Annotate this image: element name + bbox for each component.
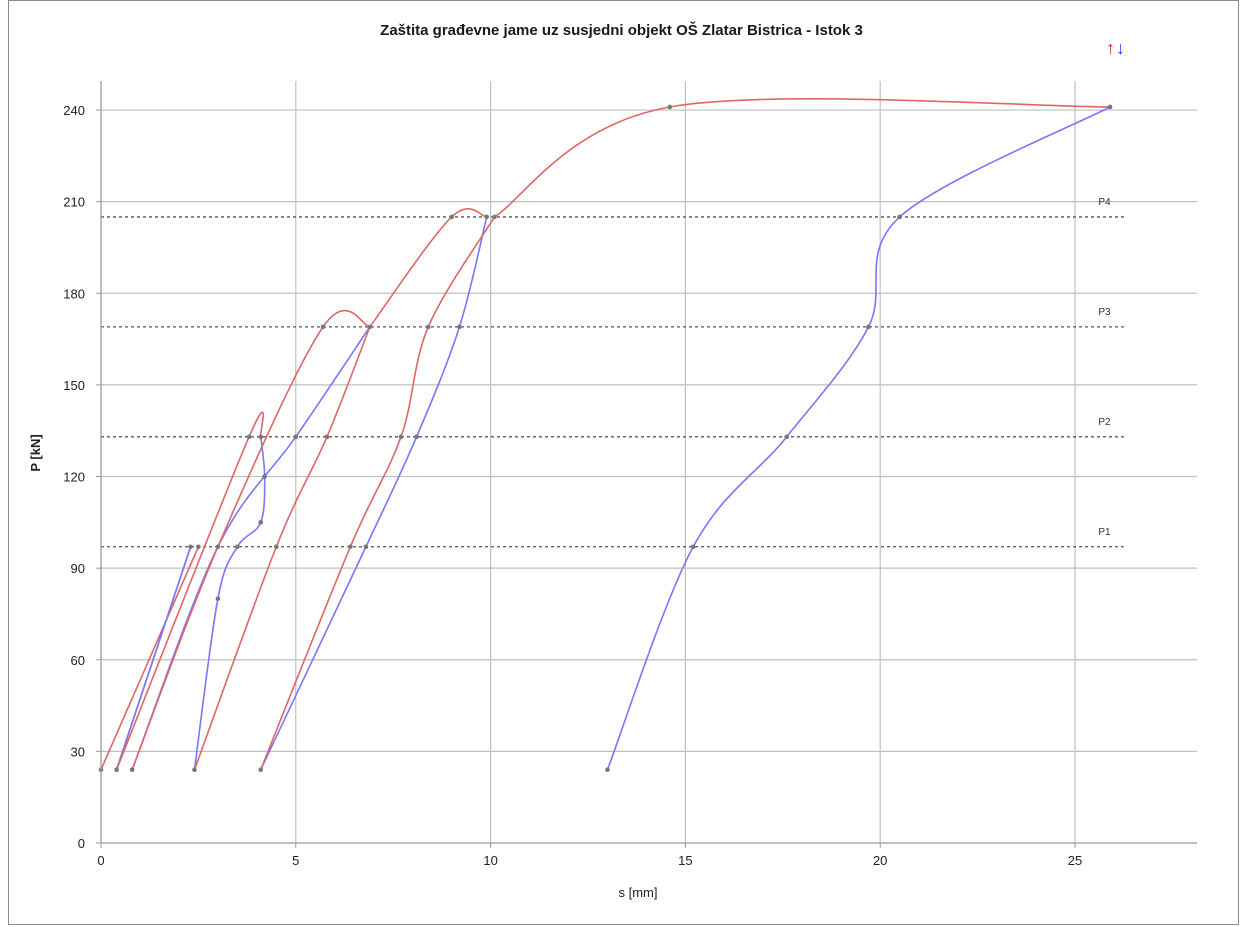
data-point	[129, 767, 135, 773]
series-unloading-9	[260, 216, 488, 771]
data-point	[425, 324, 431, 330]
data-point	[262, 474, 267, 479]
data-point	[667, 104, 673, 110]
legend-up-arrow: ↑	[1106, 38, 1116, 58]
y-tick-label: 0	[78, 836, 85, 851]
data-point	[235, 544, 240, 550]
data-point	[457, 324, 462, 330]
series-loading-6	[131, 309, 371, 770]
data-point	[258, 520, 264, 525]
data-point	[114, 767, 119, 773]
reference-label-p4: P4	[1098, 197, 1111, 208]
data-point	[215, 544, 221, 550]
chart-title: Zaštita građevne jame uz susjedni objekt…	[380, 22, 863, 39]
data-point	[367, 324, 373, 330]
data-point	[293, 434, 299, 440]
data-point	[348, 544, 353, 550]
data-point	[492, 214, 497, 220]
y-tick-label: 60	[71, 653, 85, 668]
x-tick-label: 25	[1068, 853, 1082, 868]
y-tick-label: 90	[71, 561, 85, 576]
y-tick-label: 150	[63, 378, 85, 393]
series-unloading-12	[606, 106, 1111, 770]
x-tick-label: 5	[292, 853, 299, 868]
data-point	[1107, 104, 1113, 110]
series-loading-0	[100, 546, 200, 771]
data-point	[196, 544, 201, 550]
data-point	[690, 544, 696, 550]
legend: ↑↓	[1106, 38, 1126, 59]
reference-label-p1: P1	[1098, 527, 1111, 538]
chart-frame	[8, 0, 1239, 925]
series-loading-10	[259, 216, 496, 771]
data-point	[258, 434, 264, 440]
data-point	[414, 434, 419, 440]
y-tick-label: 210	[63, 195, 85, 210]
data-point	[784, 434, 789, 440]
data-point	[605, 767, 610, 773]
data-point	[258, 767, 264, 773]
data-point	[449, 214, 454, 220]
y-tick-label: 240	[63, 103, 85, 118]
data-point	[320, 324, 326, 330]
x-tick-label: 10	[483, 853, 497, 868]
data-markers	[98, 104, 1113, 773]
grid	[101, 81, 1197, 843]
data-point	[188, 544, 193, 550]
data-point	[246, 434, 252, 440]
x-axis-label: s [mm]	[619, 885, 658, 900]
y-tick-label: 120	[63, 470, 85, 485]
axes	[96, 81, 1197, 848]
y-axis-label: P [kN]	[28, 434, 43, 471]
series-loading-8	[369, 208, 487, 328]
series	[100, 98, 1111, 771]
data-point	[274, 544, 279, 550]
x-tick-label: 20	[873, 853, 887, 868]
reference-label-p2: P2	[1098, 417, 1111, 428]
data-point	[897, 214, 902, 220]
data-point	[192, 767, 197, 773]
legend-down-arrow: ↓	[1116, 38, 1126, 58]
tick-labels: 0 5 10 15 20 25 0 30 60 90 120 150 180 210 240	[63, 103, 1082, 868]
data-point	[324, 434, 330, 440]
series-loading-7	[193, 326, 371, 770]
x-tick-label: 0	[97, 853, 104, 868]
series-unloading-2	[115, 546, 192, 770]
series-loading-3	[115, 411, 264, 770]
reference-label-p3: P3	[1098, 307, 1111, 318]
data-point	[484, 214, 490, 220]
reference-lines: P1 P2 P3 P4	[101, 197, 1126, 548]
y-tick-label: 30	[71, 744, 85, 759]
data-point	[866, 324, 871, 330]
data-point	[363, 544, 369, 550]
data-point	[398, 434, 404, 440]
x-tick-label: 15	[678, 853, 692, 868]
y-tick-label: 180	[63, 286, 85, 301]
series-loading-11	[494, 98, 1111, 218]
series-unloading-5	[131, 326, 371, 770]
data-point	[215, 596, 221, 601]
